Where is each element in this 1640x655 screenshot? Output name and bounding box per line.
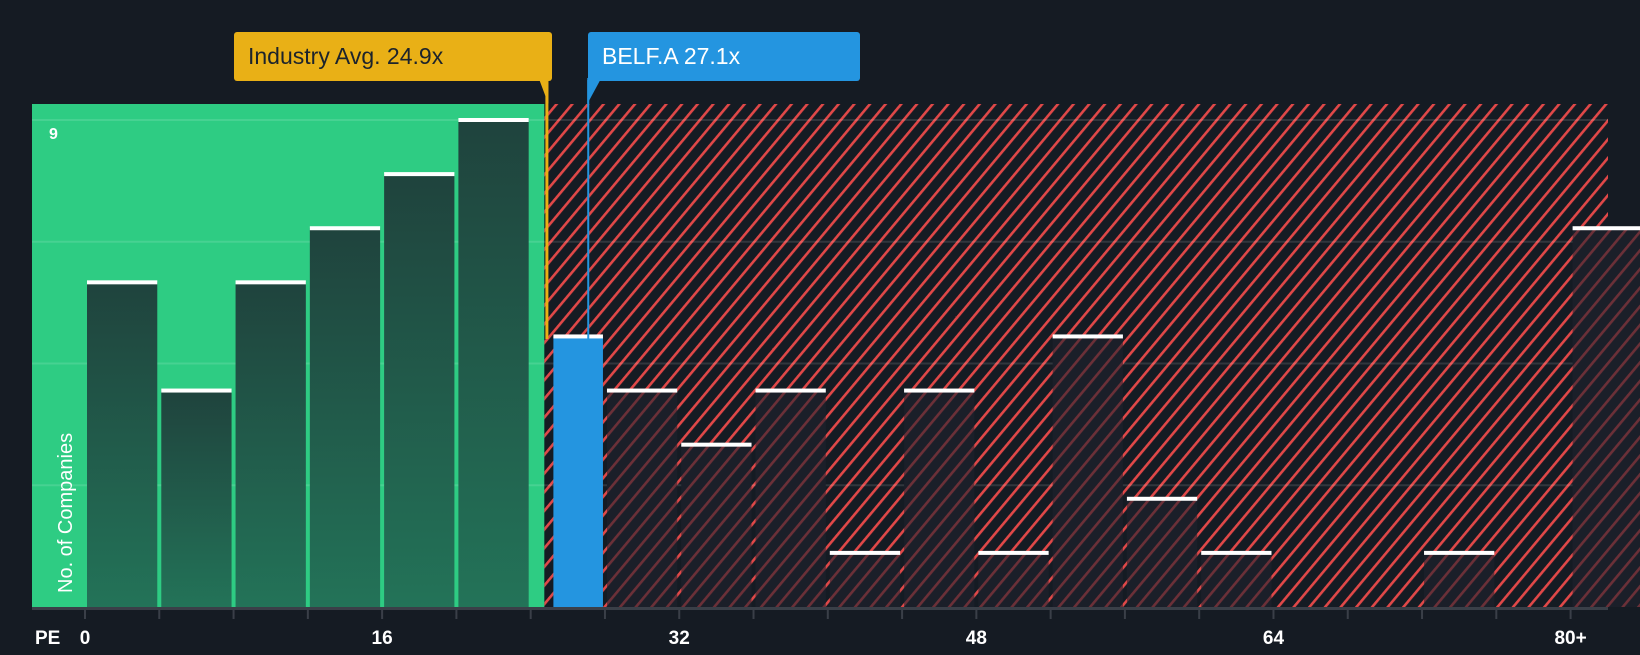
bar-4-8 [161,390,232,607]
x-tick-label: 0 [79,628,91,649]
x-tick [232,609,235,619]
bar-44-48 [904,390,975,607]
x-axis [32,607,1608,619]
x-tick [975,609,978,619]
bar-cap [458,118,529,122]
bar-cap [235,280,306,285]
x-tick [306,609,309,619]
y-axis-title: No. of Companies [55,432,77,593]
bar-36-40 [755,390,826,607]
x-tick-label: 80+ [1554,628,1587,649]
industry-average-line [545,78,549,339]
bar-cap [1572,226,1640,231]
bar-60-64 [1201,552,1272,607]
x-tick-label: 16 [371,628,393,649]
markers [539,78,601,339]
x-tick [1198,609,1201,619]
x-tick [455,609,458,619]
bar-cap [681,442,752,447]
x-tick [84,609,86,619]
x-axis-line [32,607,1608,610]
x-tick [158,609,161,619]
x-tick [1272,609,1275,619]
bar-0-4 [87,282,158,607]
bar-8-12 [235,282,306,607]
company-pe-label: BELF.A 27.1x [588,32,860,81]
x-axis-title: PE [35,628,61,649]
bar-72-76 [1424,552,1495,607]
bar-cap [553,334,603,339]
bar-28-32 [606,390,678,607]
company-pe-line [587,78,590,339]
x-tick [678,609,681,619]
bar-cap [87,280,158,285]
industry-average-pointer [539,80,549,104]
industry-average-text: Industry Avg. 24.9x [248,43,444,69]
bar-20-24 [458,120,529,607]
bar-cap [1126,496,1198,501]
x-tick [1049,609,1052,619]
bar-cap [1052,334,1123,339]
bar-cap [755,388,826,393]
bar-32-36 [681,444,752,607]
bar-40-44 [829,552,901,607]
bar-cap [904,388,975,393]
bar-16-20 [384,174,455,607]
bar-cap [978,550,1049,555]
x-tick [1495,609,1498,619]
bar-cap [1424,550,1495,555]
x-tick [1569,609,1572,619]
bar-48-52 [978,552,1049,607]
company-pe-text: BELF.A 27.1x [602,43,741,69]
bar-80+ [1572,228,1640,607]
x-tick [381,609,384,619]
x-tick [529,609,532,619]
x-tick [1421,609,1424,619]
y-axis-max-label: 9 [49,126,58,143]
x-tick [603,609,606,619]
x-tick [1346,609,1349,619]
industry-average-label: Industry Avg. 24.9x [234,32,552,81]
x-tick [901,609,904,619]
x-tick [826,609,829,619]
bar-cap [606,388,678,393]
bar-cap [829,550,901,555]
bar-56-60 [1126,498,1198,607]
x-tick [752,609,755,619]
x-tick [1123,609,1126,619]
bars [87,118,1640,607]
x-tick-label: 48 [965,628,987,649]
bar-cap [309,226,381,231]
x-tick-label: 32 [668,628,690,649]
bar-12-16 [309,228,381,607]
bar-24-28 [553,336,603,607]
company-pe-pointer [587,80,601,104]
x-tick-label: 64 [1262,628,1285,649]
bar-cap [161,388,232,393]
bar-cap [384,172,455,177]
bar-cap [1201,550,1272,555]
bar-52-56 [1052,336,1123,607]
